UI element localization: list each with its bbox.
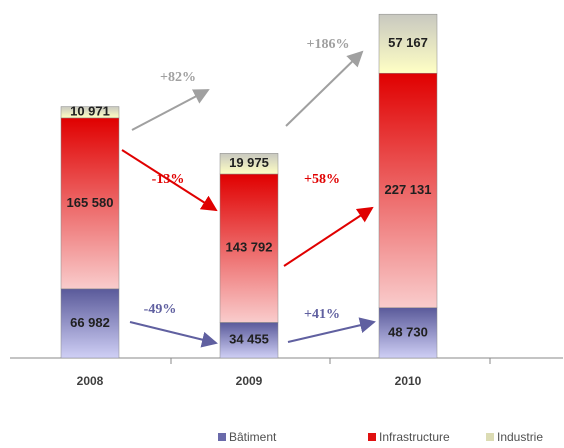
bar-segment	[219, 173, 279, 323]
bar-segment	[378, 13, 438, 74]
arrow	[129, 321, 218, 348]
value-label: 165 580	[67, 195, 114, 210]
bar-segment	[378, 72, 438, 308]
value-label: 10 971	[70, 104, 110, 119]
annotation: +82%	[160, 70, 196, 85]
value-label: 34 455	[229, 332, 269, 347]
annotation: -13%	[152, 172, 185, 187]
legend-swatch	[486, 433, 494, 441]
bar-segment	[219, 153, 279, 175]
x-tick-label: 2009	[236, 374, 263, 388]
bar-segment	[60, 117, 120, 290]
arrow	[285, 50, 364, 127]
legend-swatch	[368, 433, 376, 441]
arrow	[121, 149, 218, 212]
arrow	[287, 317, 376, 343]
bar-segment	[219, 322, 279, 359]
value-label: 66 982	[70, 315, 110, 330]
value-label: 227 131	[385, 182, 432, 197]
arrow	[131, 89, 210, 131]
bar-segment	[60, 106, 120, 119]
x-tick-label: 2010	[395, 374, 422, 388]
legend-label: Industrie	[497, 430, 543, 444]
arrow	[283, 206, 374, 267]
value-label: 48 730	[388, 324, 428, 339]
annotation: +41%	[304, 307, 340, 322]
legend-label: Infrastructure	[379, 430, 450, 444]
value-label: 57 167	[388, 35, 428, 50]
annotation: -49%	[144, 302, 177, 317]
bar-segment	[60, 288, 120, 359]
x-tick-label: 2008	[77, 374, 104, 388]
value-label: 143 792	[226, 240, 273, 255]
annotation: +58%	[304, 172, 340, 187]
legend-swatch	[218, 433, 226, 441]
value-label: 19 975	[229, 155, 269, 170]
bar-segment	[378, 307, 438, 359]
annotation: +186%	[307, 37, 350, 52]
legend-label: Bâtiment	[229, 430, 277, 444]
